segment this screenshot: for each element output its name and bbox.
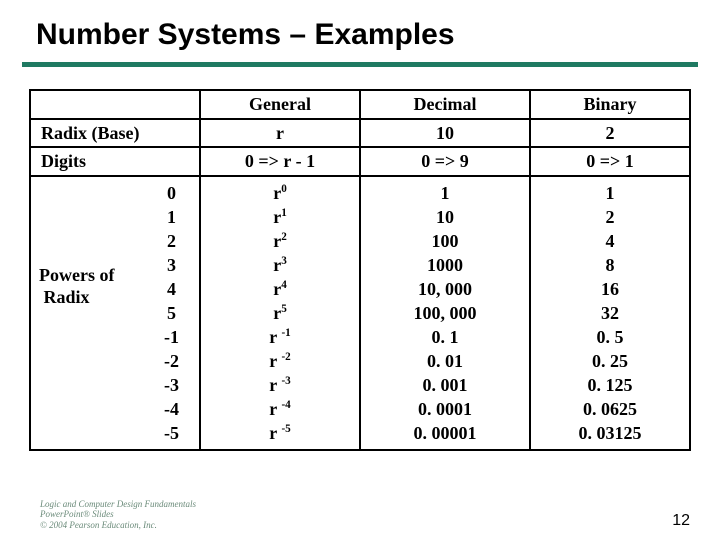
exponent-value: -3 bbox=[164, 373, 179, 397]
binary-value: 0. 125 bbox=[537, 373, 683, 397]
powers-binary-values: 124816320. 50. 250. 1250. 06250. 03125 bbox=[537, 181, 683, 445]
general-value: r -4 bbox=[207, 397, 353, 421]
general-value: r1 bbox=[207, 205, 353, 229]
cell-text: 0 => r - 1 bbox=[245, 151, 315, 171]
header-binary: Binary bbox=[530, 90, 690, 119]
exponent-value: 1 bbox=[164, 205, 179, 229]
binary-value: 1 bbox=[537, 181, 683, 205]
cell-text: r bbox=[276, 123, 284, 143]
slide: Number Systems – Examples General Decima… bbox=[0, 0, 720, 540]
binary-value: 32 bbox=[537, 301, 683, 325]
general-value: r5 bbox=[207, 301, 353, 325]
decimal-value: 10 bbox=[367, 205, 523, 229]
powers-binary-cell: 124816320. 50. 250. 1250. 06250. 03125 bbox=[530, 176, 690, 450]
general-value: r3 bbox=[207, 253, 353, 277]
decimal-value: 1000 bbox=[367, 253, 523, 277]
decimal-value: 0. 01 bbox=[367, 349, 523, 373]
radix-label: Radix (Base) bbox=[30, 119, 200, 148]
powers-decimal-cell: 110100100010, 000100, 0000. 10. 010. 001… bbox=[360, 176, 530, 450]
binary-value: 16 bbox=[537, 277, 683, 301]
cell-text: 2 bbox=[606, 123, 615, 143]
powers-exponents: 012345-1-2-3-4-5 bbox=[164, 181, 193, 445]
radix-decimal: 10 bbox=[360, 119, 530, 148]
exponent-value: 4 bbox=[164, 277, 179, 301]
general-value: r -5 bbox=[207, 421, 353, 445]
decimal-value: 100 bbox=[367, 229, 523, 253]
digits-binary: 0 => 1 bbox=[530, 147, 690, 176]
general-value: r -3 bbox=[207, 373, 353, 397]
slide-title: Number Systems – Examples bbox=[36, 18, 698, 52]
decimal-value: 0. 0001 bbox=[367, 397, 523, 421]
exponent-value: -2 bbox=[164, 349, 179, 373]
general-value: r2 bbox=[207, 229, 353, 253]
cell-text: 0 => 1 bbox=[586, 151, 634, 171]
binary-value: 8 bbox=[537, 253, 683, 277]
powers-label-line2: Radix bbox=[39, 287, 90, 307]
binary-value: 0. 03125 bbox=[537, 421, 683, 445]
number-systems-table: General Decimal Binary Radix (Base) r 10… bbox=[29, 89, 691, 451]
binary-value: 0. 5 bbox=[537, 325, 683, 349]
cell-text: 0 => 9 bbox=[421, 151, 469, 171]
title-rule bbox=[22, 62, 698, 67]
credit-line: © 2004 Pearson Education, Inc. bbox=[40, 520, 196, 530]
table-row: Digits 0 => r - 1 0 => 9 0 => 1 bbox=[30, 147, 690, 176]
exponent-value: -5 bbox=[164, 421, 179, 445]
powers-label-cell: Powers of Radix 012345-1-2-3-4-5 bbox=[30, 176, 200, 450]
digits-decimal: 0 => 9 bbox=[360, 147, 530, 176]
powers-wrap: Powers of Radix 012345-1-2-3-4-5 bbox=[37, 181, 193, 445]
header-general: General bbox=[200, 90, 360, 119]
powers-general-cell: r0r1r2r3r4r5r -1r -2r -3r -4r -5 bbox=[200, 176, 360, 450]
powers-decimal-values: 110100100010, 000100, 0000. 10. 010. 001… bbox=[367, 181, 523, 445]
radix-general: r bbox=[200, 119, 360, 148]
decimal-value: 1 bbox=[367, 181, 523, 205]
exponent-value: -4 bbox=[164, 397, 179, 421]
binary-value: 2 bbox=[537, 205, 683, 229]
footer: Logic and Computer Design Fundamentals P… bbox=[40, 499, 690, 530]
decimal-value: 100, 000 bbox=[367, 301, 523, 325]
cell-text: 10 bbox=[436, 123, 454, 143]
decimal-value: 0. 1 bbox=[367, 325, 523, 349]
table-header-row: General Decimal Binary bbox=[30, 90, 690, 119]
powers-label-line1: Powers of bbox=[39, 265, 114, 285]
credit-line: Logic and Computer Design Fundamentals bbox=[40, 499, 196, 509]
page-number: 12 bbox=[672, 512, 690, 530]
binary-value: 0. 25 bbox=[537, 349, 683, 373]
general-value: r4 bbox=[207, 277, 353, 301]
radix-binary: 2 bbox=[530, 119, 690, 148]
powers-label: Powers of Radix bbox=[37, 181, 114, 308]
exponent-value: 5 bbox=[164, 301, 179, 325]
decimal-value: 0. 001 bbox=[367, 373, 523, 397]
decimal-value: 10, 000 bbox=[367, 277, 523, 301]
exponent-value: 3 bbox=[164, 253, 179, 277]
header-blank bbox=[30, 90, 200, 119]
binary-value: 4 bbox=[537, 229, 683, 253]
footer-credit: Logic and Computer Design Fundamentals P… bbox=[40, 499, 196, 530]
credit-line: PowerPoint® Slides bbox=[40, 509, 196, 519]
digits-label: Digits bbox=[30, 147, 200, 176]
decimal-value: 0. 00001 bbox=[367, 421, 523, 445]
table-row: Radix (Base) r 10 2 bbox=[30, 119, 690, 148]
general-value: r -1 bbox=[207, 325, 353, 349]
header-decimal: Decimal bbox=[360, 90, 530, 119]
binary-value: 0. 0625 bbox=[537, 397, 683, 421]
digits-general: 0 => r - 1 bbox=[200, 147, 360, 176]
exponent-value: 0 bbox=[164, 181, 179, 205]
exponent-value: 2 bbox=[164, 229, 179, 253]
general-value: r -2 bbox=[207, 349, 353, 373]
general-value: r0 bbox=[207, 181, 353, 205]
powers-general-values: r0r1r2r3r4r5r -1r -2r -3r -4r -5 bbox=[207, 181, 353, 445]
table-row-powers: Powers of Radix 012345-1-2-3-4-5 r0r1r2r… bbox=[30, 176, 690, 450]
exponent-value: -1 bbox=[164, 325, 179, 349]
